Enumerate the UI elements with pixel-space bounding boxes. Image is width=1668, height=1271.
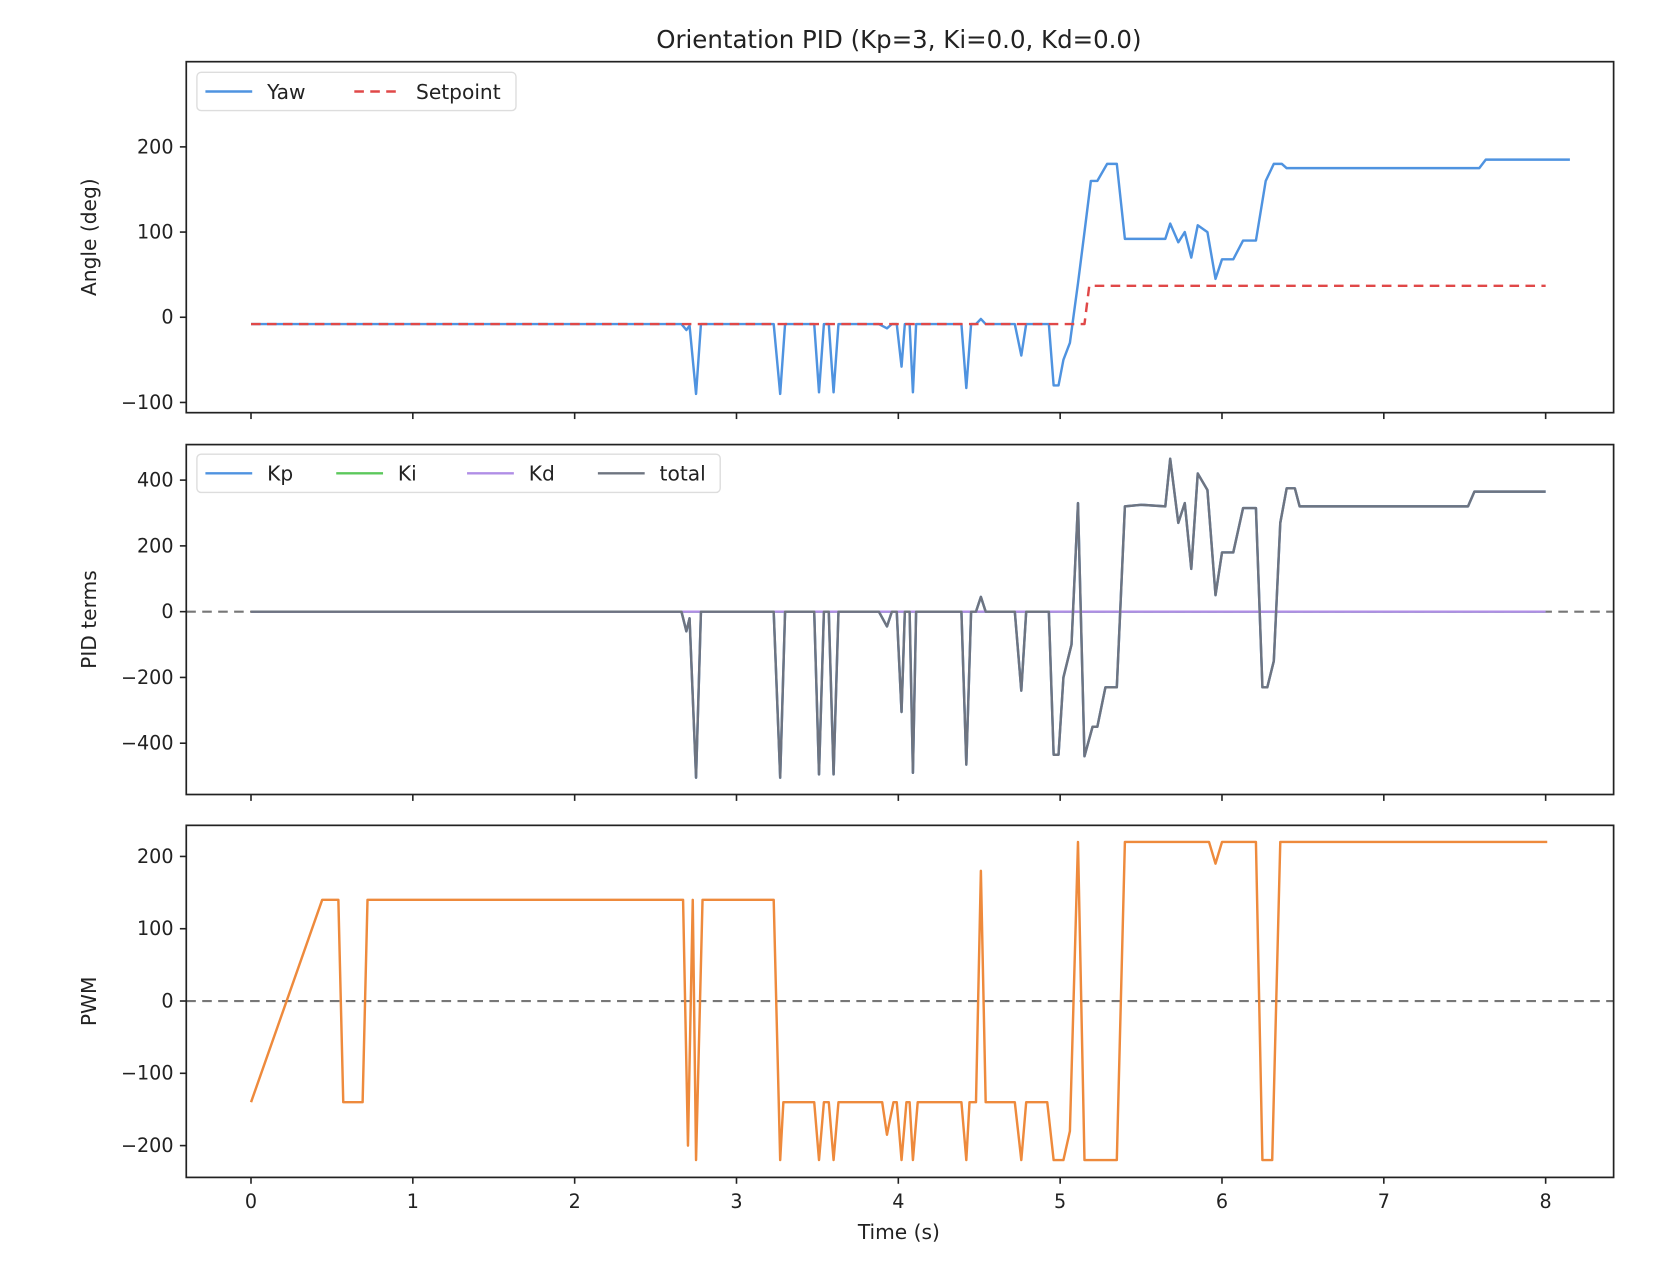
series-line-pwm xyxy=(249,840,1548,1162)
y-tick-label: 200 xyxy=(137,845,174,868)
legend-label: Setpoint xyxy=(416,80,501,104)
x-axis-label: Time (s) xyxy=(857,1220,940,1244)
x-tick-label: 7 xyxy=(1378,1190,1390,1213)
x-tick-label: 0 xyxy=(245,1190,257,1213)
x-tick-label: 1 xyxy=(407,1190,419,1213)
legend-label: Yaw xyxy=(266,80,305,104)
series-line-total xyxy=(251,457,1546,779)
y-tick-label: 200 xyxy=(137,135,174,158)
y-axis-label: PID terms xyxy=(77,570,101,669)
legend: Yaw Setpoint xyxy=(196,71,517,112)
y-axis-label: Angle (deg) xyxy=(77,178,101,296)
subplot-1: 200 100 0 −100 Angle (deg) Yaw Setpoint xyxy=(77,60,1615,420)
y-tick-label: 200 xyxy=(137,534,174,557)
x-tick-label: 6 xyxy=(1216,1190,1228,1213)
legend-label: Kd xyxy=(529,462,555,486)
y-tick-label: 100 xyxy=(137,917,174,940)
y-tick-label: −200 xyxy=(121,666,174,689)
y-tick-label: 0 xyxy=(161,989,173,1012)
series-line-setpoint xyxy=(251,284,1546,326)
y-tick-label: 0 xyxy=(161,600,173,623)
y-tick-label: −200 xyxy=(121,1134,174,1157)
series-line-yaw xyxy=(251,158,1570,396)
x-tick-label: 5 xyxy=(1054,1190,1066,1213)
y-tick-label: −100 xyxy=(121,1062,174,1085)
subplot-2: 400 200 0 −200 −400 PID terms Kp Ki Kd total xyxy=(77,443,1615,801)
y-tick-label: 400 xyxy=(137,468,174,491)
x-tick-label: 3 xyxy=(730,1190,742,1213)
x-tick-label: 8 xyxy=(1540,1190,1552,1213)
legend-label: Kp xyxy=(267,462,293,486)
chart-title: Orientation PID (Kp=3, Ki=0.0, Kd=0.0) xyxy=(656,25,1141,54)
legend: Kp Ki Kd total xyxy=(196,453,721,494)
subplot-3: 200 100 0 −100 −200 0 1 2 3 4 5 6 7 8 PWM xyxy=(77,824,1615,1213)
y-tick-label: 0 xyxy=(161,306,173,329)
x-tick-label: 4 xyxy=(892,1190,904,1213)
y-tick-label: −100 xyxy=(121,391,174,414)
legend-label: Ki xyxy=(398,462,417,486)
y-tick-label: 100 xyxy=(137,220,174,243)
axes-frame xyxy=(185,443,1615,796)
axes-frame xyxy=(185,824,1615,1179)
x-tick-label: 2 xyxy=(569,1190,581,1213)
axes-frame xyxy=(185,60,1615,414)
y-tick-label: −400 xyxy=(121,732,174,755)
legend-label: total xyxy=(660,462,706,486)
y-axis-label: PWM xyxy=(77,977,101,1027)
